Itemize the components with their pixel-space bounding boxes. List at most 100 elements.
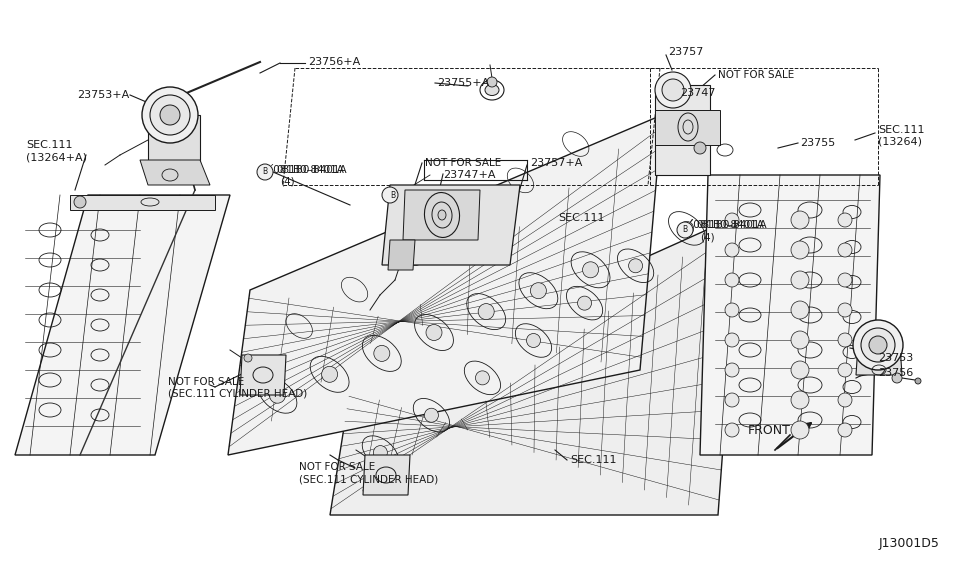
Circle shape bbox=[791, 331, 809, 349]
Text: NOT FOR SALE: NOT FOR SALE bbox=[718, 70, 795, 80]
Circle shape bbox=[142, 87, 198, 143]
Circle shape bbox=[426, 324, 442, 341]
Circle shape bbox=[424, 408, 439, 422]
Circle shape bbox=[662, 79, 684, 101]
Circle shape bbox=[150, 95, 190, 135]
Circle shape bbox=[725, 333, 739, 347]
Polygon shape bbox=[70, 195, 215, 210]
Circle shape bbox=[526, 333, 540, 348]
Polygon shape bbox=[382, 185, 520, 265]
Circle shape bbox=[725, 273, 739, 287]
Circle shape bbox=[725, 243, 739, 257]
Circle shape bbox=[655, 72, 691, 108]
Circle shape bbox=[861, 328, 895, 362]
Polygon shape bbox=[148, 115, 200, 165]
Polygon shape bbox=[403, 190, 480, 240]
Text: 23757+A: 23757+A bbox=[530, 158, 582, 168]
Text: 23747: 23747 bbox=[680, 88, 716, 98]
Circle shape bbox=[677, 222, 693, 238]
Text: 23755+A: 23755+A bbox=[437, 78, 489, 88]
Circle shape bbox=[853, 320, 903, 370]
Text: B: B bbox=[682, 225, 687, 234]
Polygon shape bbox=[240, 355, 286, 395]
Text: 081B0-8401A: 081B0-8401A bbox=[696, 220, 766, 230]
Text: NOT FOR SALE: NOT FOR SALE bbox=[168, 377, 245, 387]
Polygon shape bbox=[330, 215, 740, 515]
Circle shape bbox=[160, 105, 180, 125]
Circle shape bbox=[577, 296, 592, 310]
Text: 23757: 23757 bbox=[668, 47, 703, 57]
Text: SEC.111: SEC.111 bbox=[26, 140, 72, 150]
Text: SEC.111: SEC.111 bbox=[878, 125, 924, 135]
Polygon shape bbox=[15, 195, 230, 455]
Circle shape bbox=[373, 345, 390, 362]
Circle shape bbox=[476, 371, 489, 385]
Circle shape bbox=[838, 333, 852, 347]
Circle shape bbox=[373, 445, 387, 460]
Circle shape bbox=[725, 423, 739, 437]
Circle shape bbox=[838, 213, 852, 227]
Circle shape bbox=[74, 196, 86, 208]
Text: SEC.111: SEC.111 bbox=[570, 455, 616, 465]
Circle shape bbox=[791, 301, 809, 319]
Text: 23753: 23753 bbox=[878, 353, 914, 363]
Ellipse shape bbox=[485, 84, 499, 96]
Text: 081B0-8401A: 081B0-8401A bbox=[276, 165, 347, 175]
Circle shape bbox=[838, 423, 852, 437]
Circle shape bbox=[892, 373, 902, 383]
Text: (4): (4) bbox=[280, 177, 294, 187]
Text: (4): (4) bbox=[700, 232, 715, 242]
Circle shape bbox=[629, 259, 643, 273]
Text: J13001D5: J13001D5 bbox=[879, 538, 940, 551]
Circle shape bbox=[269, 387, 286, 403]
Circle shape bbox=[791, 241, 809, 259]
Polygon shape bbox=[655, 110, 720, 145]
Circle shape bbox=[530, 282, 546, 299]
Polygon shape bbox=[363, 455, 410, 495]
Text: (SEC.111 CYLINDER HEAD): (SEC.111 CYLINDER HEAD) bbox=[168, 389, 307, 399]
Circle shape bbox=[382, 187, 398, 203]
Circle shape bbox=[869, 336, 887, 354]
Circle shape bbox=[838, 303, 852, 317]
Circle shape bbox=[725, 303, 739, 317]
Text: B: B bbox=[262, 168, 267, 177]
Polygon shape bbox=[228, 115, 662, 455]
Text: NOT FOR SALE: NOT FOR SALE bbox=[425, 158, 501, 168]
Circle shape bbox=[838, 243, 852, 257]
Polygon shape bbox=[856, 345, 902, 375]
Text: 23753+A: 23753+A bbox=[77, 90, 130, 100]
Ellipse shape bbox=[438, 210, 446, 220]
Text: B: B bbox=[390, 191, 396, 199]
Text: NOT FOR SALE: NOT FOR SALE bbox=[299, 462, 375, 472]
Circle shape bbox=[725, 363, 739, 377]
Text: 23756: 23756 bbox=[878, 368, 914, 378]
Circle shape bbox=[680, 221, 693, 235]
Text: FRONT: FRONT bbox=[748, 423, 791, 436]
Circle shape bbox=[694, 142, 706, 154]
Text: 23747+A: 23747+A bbox=[443, 170, 495, 180]
Circle shape bbox=[791, 271, 809, 289]
Circle shape bbox=[838, 393, 852, 407]
Circle shape bbox=[725, 213, 739, 227]
Circle shape bbox=[915, 378, 921, 384]
Polygon shape bbox=[388, 240, 415, 270]
Text: 23756+A: 23756+A bbox=[308, 57, 360, 67]
Text: SEC.111: SEC.111 bbox=[558, 213, 604, 223]
Text: ´081B0-8401A: ´081B0-8401A bbox=[268, 165, 344, 175]
Circle shape bbox=[478, 303, 494, 320]
Circle shape bbox=[791, 421, 809, 439]
Text: 23755: 23755 bbox=[800, 138, 836, 148]
Circle shape bbox=[244, 354, 252, 362]
Text: (13264): (13264) bbox=[878, 137, 922, 147]
Circle shape bbox=[322, 366, 337, 382]
Circle shape bbox=[838, 273, 852, 287]
Circle shape bbox=[791, 391, 809, 409]
Polygon shape bbox=[700, 175, 880, 455]
Polygon shape bbox=[655, 85, 710, 175]
Circle shape bbox=[487, 77, 497, 87]
Text: (13264+A): (13264+A) bbox=[26, 153, 87, 163]
Polygon shape bbox=[140, 160, 210, 185]
Circle shape bbox=[838, 363, 852, 377]
Text: ´081B0-8401A: ´081B0-8401A bbox=[688, 220, 763, 230]
Circle shape bbox=[791, 211, 809, 229]
